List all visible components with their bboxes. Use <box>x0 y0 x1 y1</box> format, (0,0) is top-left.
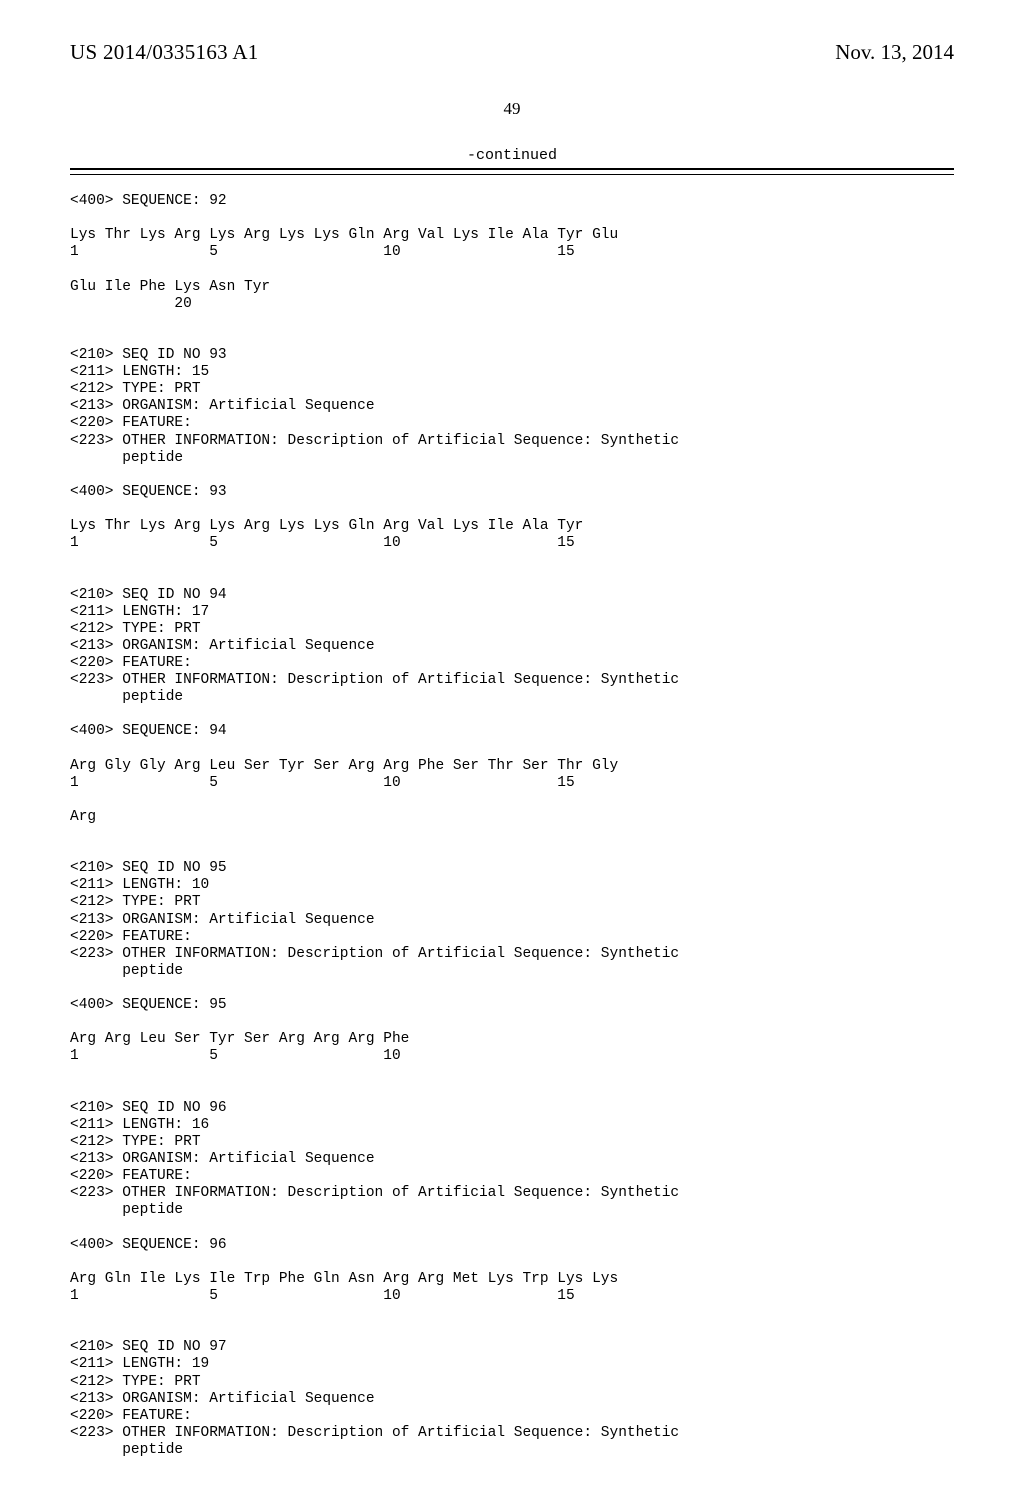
publication-date: Nov. 13, 2014 <box>835 40 954 65</box>
patent-page: US 2014/0335163 A1 Nov. 13, 2014 49 -con… <box>0 0 1024 1499</box>
page-header: US 2014/0335163 A1 Nov. 13, 2014 <box>70 40 954 65</box>
publication-number: US 2014/0335163 A1 <box>70 40 259 65</box>
page-number: 49 <box>70 99 954 119</box>
horizontal-rule <box>70 168 954 175</box>
continued-label: -continued <box>70 147 954 164</box>
sequence-listing: <400> SEQUENCE: 92 Lys Thr Lys Arg Lys A… <box>70 193 954 1459</box>
